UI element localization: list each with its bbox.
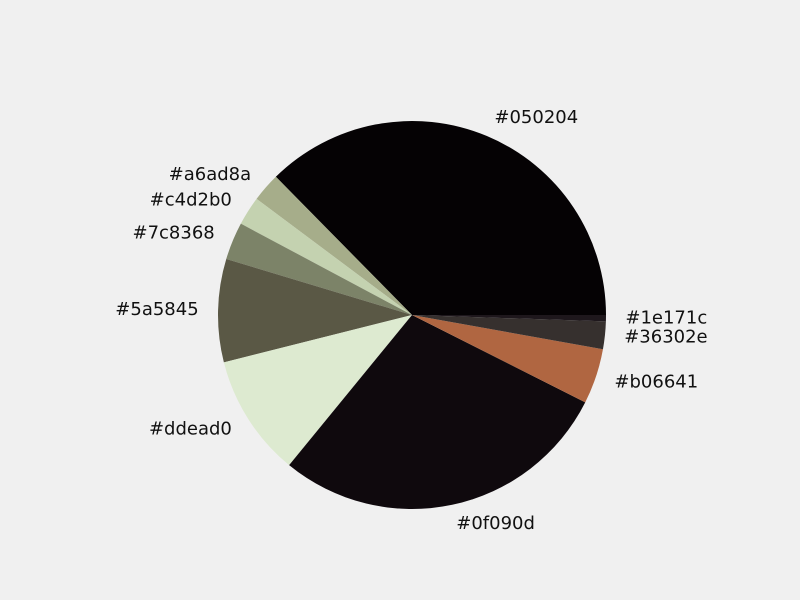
pie-slices xyxy=(217,120,607,510)
pie-label-2: #c4d2b0 xyxy=(150,190,232,211)
pie-slice-4 xyxy=(217,259,412,363)
pie-slice-3 xyxy=(226,223,412,315)
pie-label-6: #0f090d xyxy=(456,513,535,534)
pie-label-1: #a6ad8a xyxy=(169,164,252,185)
pie-label-5: #ddead0 xyxy=(149,418,232,439)
pie-slice-1 xyxy=(256,176,412,315)
pie-slice-5 xyxy=(223,315,412,466)
pie-labels: #050204 #a6ad8a #c4d2b0 #7c8368 #5a5845 #ddea… xyxy=(115,107,707,534)
pie-label-9: #1e171c xyxy=(625,308,707,329)
pie-slice-9 xyxy=(412,315,607,322)
pie-label-4: #5a5845 xyxy=(115,299,198,320)
pie-slice-2 xyxy=(240,198,412,315)
pie-label-3: #7c8368 xyxy=(132,223,214,244)
pie-slice-0 xyxy=(275,120,606,315)
pie-slice-8 xyxy=(412,315,606,350)
pie-label-8: #36302e xyxy=(624,326,707,347)
pie-label-0: #050204 xyxy=(494,107,578,128)
pie-slice-7 xyxy=(412,315,603,403)
pie-slice-6 xyxy=(289,315,586,510)
pie-label-7: #b06641 xyxy=(614,372,698,393)
